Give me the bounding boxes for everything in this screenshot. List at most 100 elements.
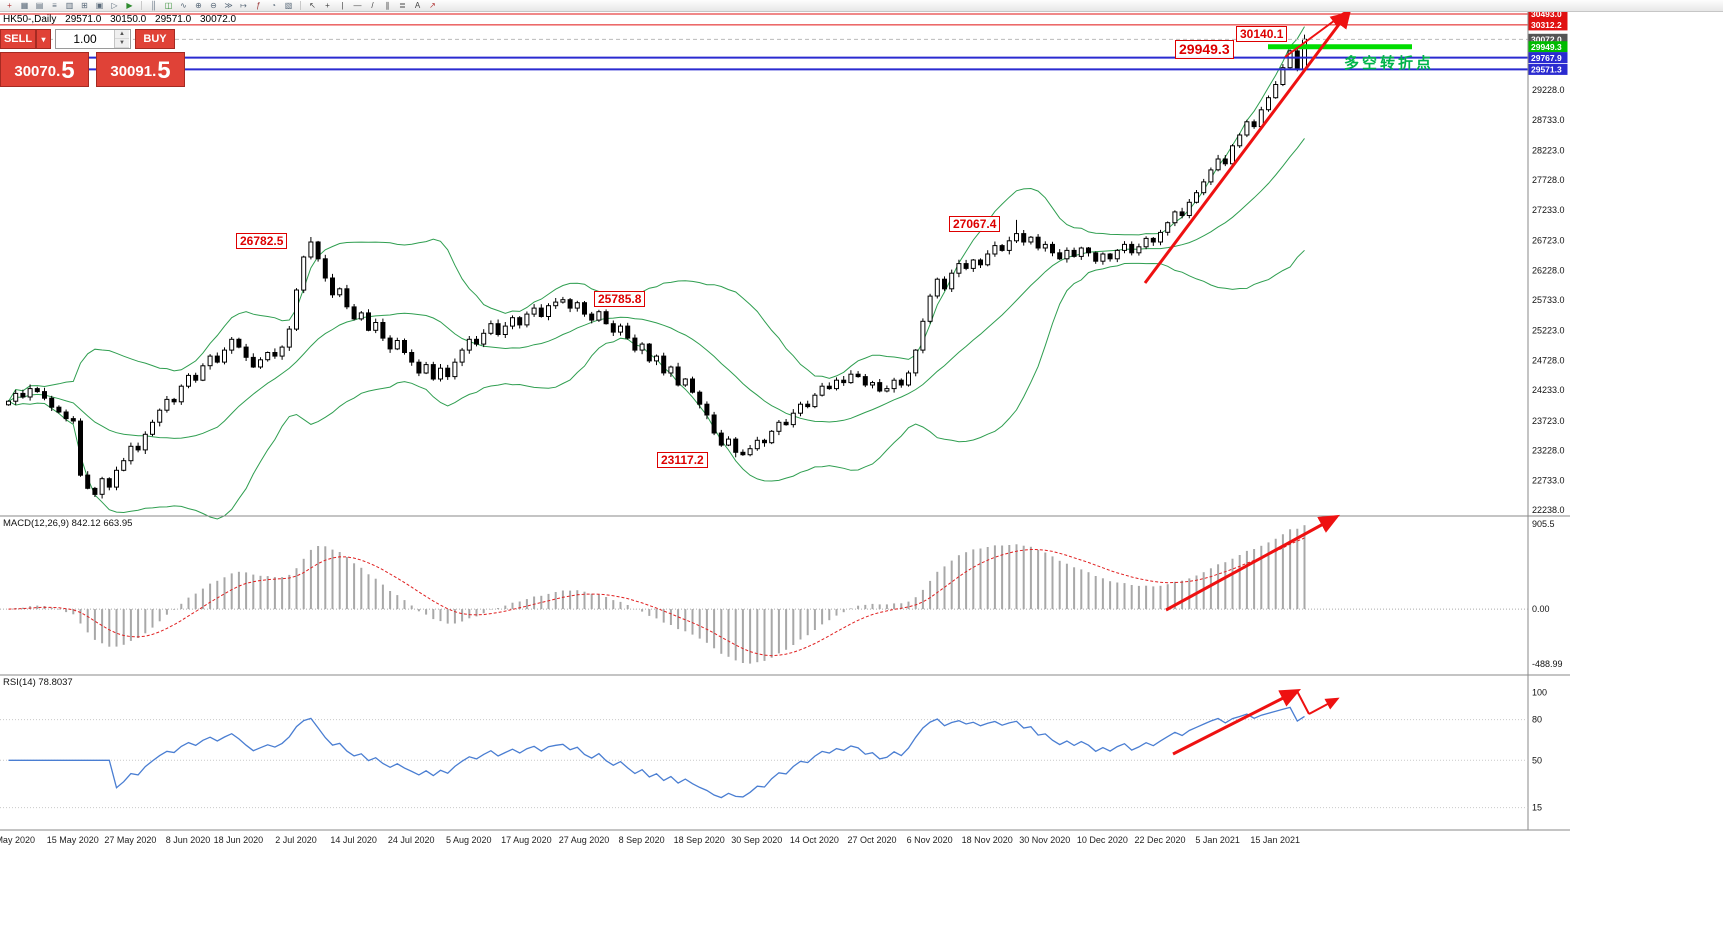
low-value: 29571.0: [155, 14, 192, 25]
volume-input[interactable]: [56, 30, 114, 48]
symbol-period-label: HK50-,Daily: [3, 14, 57, 25]
svg-text:50: 50: [1532, 755, 1542, 765]
price-flag[interactable]: 29949.3: [1175, 40, 1234, 59]
svg-text:27 Oct 2020: 27 Oct 2020: [847, 835, 896, 845]
profiles-templates-icon[interactable]: ▤: [35, 1, 44, 10]
horizontal-line-objects[interactable]: [0, 13, 1528, 71]
templates-icon[interactable]: ▧: [284, 1, 293, 10]
arrows-tool-icon[interactable]: ↗: [429, 1, 436, 10]
zoom-out-icon[interactable]: ⊖: [210, 1, 217, 10]
svg-text:24728.0: 24728.0: [1532, 355, 1565, 365]
autotrading-icon[interactable]: ▶: [126, 1, 133, 10]
strategy-tester-icon[interactable]: ▷: [111, 1, 118, 10]
volume-spinner: ▲ ▼: [114, 30, 129, 48]
horizontal-line-icon[interactable]: ―: [353, 1, 362, 10]
one-click-trading-panel: SELL ▾ ▲ ▼ BUY 30070.5 30091.5: [0, 29, 188, 87]
price-flag[interactable]: 26782.5: [236, 233, 288, 249]
crosshair-icon[interactable]: +: [325, 1, 330, 10]
toolbar: + ▦ ▤ ≡ ▥ ⊞ ▣ ▷ ▶ ║ ◫ ∿ ⊕ ⊖ ≫ ↦ ƒ ◔ ▧ ↖ + | ― / ∥ ≣ A ↗: [0, 0, 1723, 12]
bollinger-bands: [8, 26, 1305, 520]
annotation-arrows[interactable]: [1143, 7, 1352, 756]
buy-price-box[interactable]: 30091. 5: [96, 52, 185, 87]
price-flag[interactable]: 23117.2: [657, 452, 708, 468]
svg-text:28223.0: 28223.0: [1532, 145, 1565, 155]
volume-decrease-button[interactable]: ▼: [115, 39, 129, 48]
svg-text:25733.0: 25733.0: [1532, 295, 1565, 305]
rsi-indicator-label: RSI(14) 78.8037: [3, 677, 73, 688]
candlestick-chart-icon[interactable]: ◫: [164, 1, 173, 10]
svg-text:5 Jan 2021: 5 Jan 2021: [1195, 835, 1240, 845]
order-options-dropdown[interactable]: ▾: [36, 29, 51, 49]
sell-button[interactable]: SELL: [0, 29, 36, 49]
svg-text:23723.0: 23723.0: [1532, 416, 1565, 426]
svg-text:14 Oct 2020: 14 Oct 2020: [790, 835, 839, 845]
svg-text:23228.0: 23228.0: [1532, 446, 1565, 456]
price-flag[interactable]: 30140.1: [1236, 26, 1288, 42]
svg-text:24 Jul 2020: 24 Jul 2020: [388, 835, 435, 845]
navigator-icon[interactable]: ⊞: [81, 1, 88, 10]
rsi-panel: [0, 706, 1528, 809]
svg-text:0.00: 0.00: [1532, 604, 1550, 614]
svg-text:5 Aug 2020: 5 Aug 2020: [446, 835, 492, 845]
fibonacci-retracement-icon[interactable]: ≣: [399, 1, 406, 10]
terminal-icon[interactable]: ▣: [95, 1, 104, 10]
price-axis-labels: 29228.0 28733.0 28223.0 27728.0 27233.0 26723…: [1532, 85, 1565, 813]
chart-shift-icon[interactable]: ↦: [240, 1, 247, 10]
svg-text:18 Nov 2020: 18 Nov 2020: [962, 835, 1013, 845]
open-value: 29571.0: [65, 14, 102, 25]
trendline-icon[interactable]: /: [371, 1, 374, 10]
sell-price-box[interactable]: 30070. 5: [0, 52, 89, 87]
svg-text:30312.2: 30312.2: [1531, 20, 1562, 30]
text-label-icon[interactable]: A: [414, 1, 421, 10]
svg-text:10 Dec 2020: 10 Dec 2020: [1077, 835, 1128, 845]
svg-text:24233.0: 24233.0: [1532, 385, 1565, 395]
time-axis-labels: May 2020 15 May 2020 27 May 2020 8 Jun 2020…: [0, 835, 1300, 845]
svg-text:27233.0: 27233.0: [1532, 205, 1565, 215]
indicators-icon[interactable]: ƒ: [256, 1, 261, 10]
time-axis[interactable]: [0, 831, 1528, 849]
line-chart-icon[interactable]: ∿: [180, 1, 187, 10]
svg-text:25223.0: 25223.0: [1532, 326, 1565, 336]
svg-text:30 Nov 2020: 30 Nov 2020: [1019, 835, 1070, 845]
data-window-icon[interactable]: ▥: [65, 1, 74, 10]
svg-text:29767.9: 29767.9: [1531, 53, 1562, 63]
macd-indicator-label: MACD(12,26,9) 842.12 663.95: [3, 518, 133, 529]
toolbar-separator: [300, 1, 301, 10]
svg-text:15 Jan 2021: 15 Jan 2021: [1250, 835, 1300, 845]
chevron-down-icon: ▾: [41, 34, 46, 44]
auto-scroll-icon[interactable]: ≫: [224, 1, 233, 10]
svg-text:8 Jun 2020: 8 Jun 2020: [166, 835, 211, 845]
market-watch-icon[interactable]: ≡: [52, 1, 57, 10]
buy-price: 30091.: [110, 63, 157, 80]
svg-text:100: 100: [1532, 688, 1547, 698]
svg-text:18 Sep 2020: 18 Sep 2020: [674, 835, 725, 845]
svg-text:18 Jun 2020: 18 Jun 2020: [214, 835, 264, 845]
price-flag[interactable]: 25785.8: [594, 291, 646, 307]
vertical-line-icon[interactable]: |: [341, 1, 344, 10]
equidistant-channel-icon[interactable]: ∥: [385, 1, 390, 10]
zoom-in-icon[interactable]: ⊕: [195, 1, 202, 10]
price-flag[interactable]: 27067.4: [949, 216, 1001, 232]
bar-chart-icon[interactable]: ║: [150, 1, 157, 10]
volume-increase-button[interactable]: ▲: [115, 30, 129, 39]
periods-icon[interactable]: ◔: [271, 1, 276, 10]
svg-text:27728.0: 27728.0: [1532, 175, 1565, 185]
sell-price-pips: 5: [61, 57, 75, 84]
toolbar-separator: [141, 1, 142, 10]
chart-window-icon[interactable]: ▦: [20, 1, 29, 10]
svg-text:28733.0: 28733.0: [1532, 115, 1565, 125]
buy-price-pips: 5: [157, 57, 171, 84]
turning-point-annotation[interactable]: 多空转折点: [1344, 55, 1435, 72]
cursor-icon[interactable]: ↖: [309, 1, 316, 10]
new-order-icon[interactable]: +: [7, 1, 12, 10]
svg-text:22238.0: 22238.0: [1532, 505, 1565, 515]
buy-button[interactable]: BUY: [135, 29, 175, 49]
price-axis[interactable]: [1528, 12, 1570, 830]
svg-text:17 Aug 2020: 17 Aug 2020: [501, 835, 552, 845]
svg-text:30 Sep 2020: 30 Sep 2020: [731, 835, 782, 845]
svg-text:22 Dec 2020: 22 Dec 2020: [1134, 835, 1185, 845]
macd-panel: [0, 525, 1528, 664]
